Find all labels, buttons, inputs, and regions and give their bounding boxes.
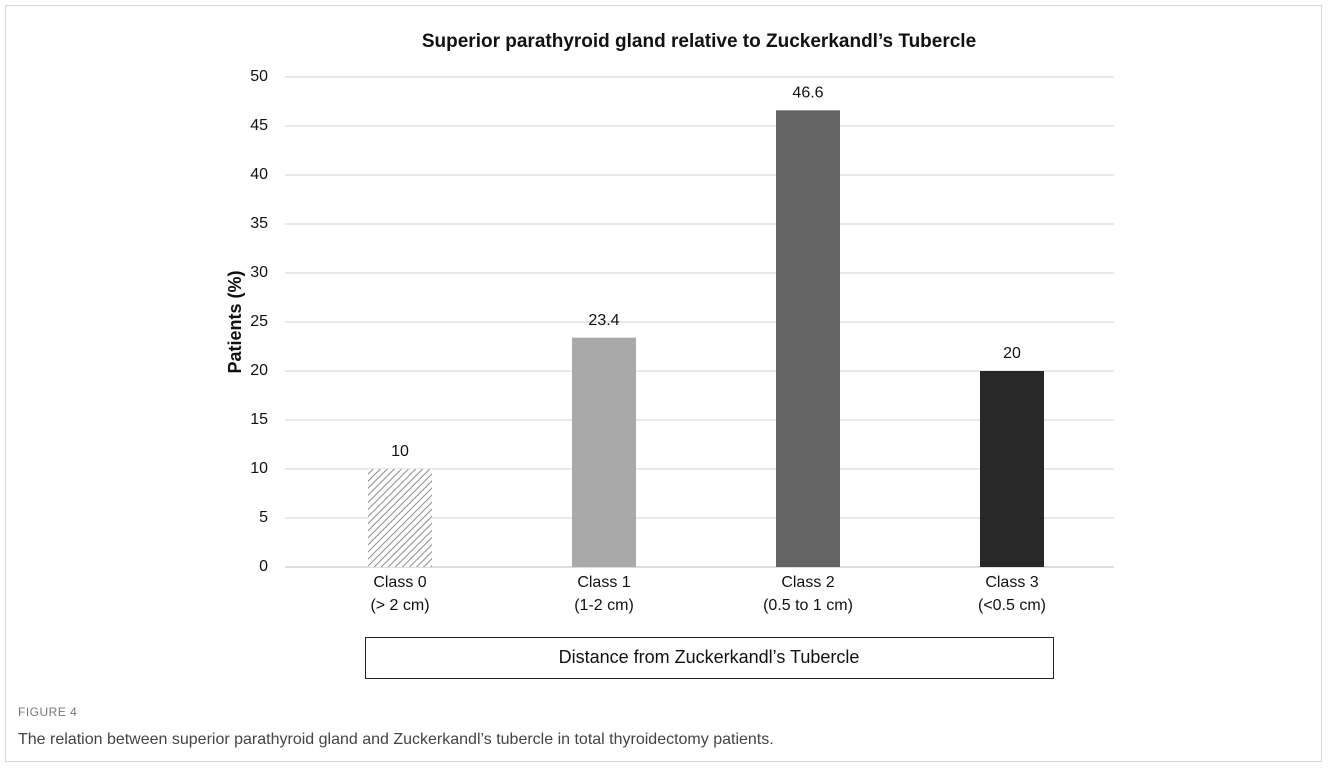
data-label: 20 [1003, 345, 1021, 362]
bar [980, 371, 1044, 567]
figure-frame [5, 5, 1322, 762]
y-tick-label: 0 [259, 558, 268, 575]
chart-title: Superior parathyroid gland relative to Z… [422, 31, 976, 52]
x-tick-label: Class 2 [781, 574, 834, 591]
data-label: 23.4 [588, 312, 619, 329]
x-axis-label-box [365, 637, 1054, 679]
bar [776, 110, 840, 567]
x-tick-label: (0.5 to 1 cm) [763, 597, 853, 614]
x-tick-label: (> 2 cm) [370, 597, 429, 614]
y-tick-label: 30 [250, 264, 268, 281]
bar [572, 337, 636, 567]
x-tick-label: Class 3 [985, 574, 1038, 591]
data-label: 46.6 [792, 85, 823, 102]
y-tick-label: 20 [250, 362, 268, 379]
y-tick-label: 10 [250, 460, 268, 477]
figure-label: FIGURE 4 [18, 705, 77, 719]
y-tick-label: 35 [250, 215, 268, 232]
x-tick-label: (1-2 cm) [574, 597, 634, 614]
bar [368, 469, 432, 567]
y-tick-label: 25 [250, 313, 268, 330]
x-tick-label: Class 0 [373, 574, 426, 591]
y-tick-label: 40 [250, 166, 268, 183]
x-tick-label: Class 1 [577, 574, 630, 591]
y-tick-label: 5 [259, 509, 268, 526]
y-tick-label: 45 [250, 117, 268, 134]
figure-caption: The relation between superior parathyroi… [18, 731, 774, 748]
y-axis-label: Patients (%) [225, 270, 245, 373]
y-tick-label: 50 [250, 68, 268, 85]
x-tick-label: (<0.5 cm) [978, 597, 1046, 614]
y-tick-label: 15 [250, 411, 268, 428]
x-axis-label: Distance from Zuckerkandl’s Tubercle [559, 647, 860, 667]
data-label: 10 [391, 443, 409, 460]
